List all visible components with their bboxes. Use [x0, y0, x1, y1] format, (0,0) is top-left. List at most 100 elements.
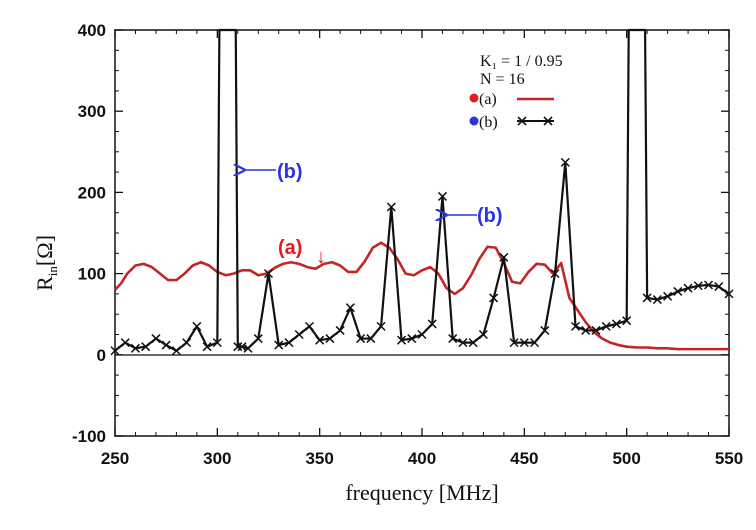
- series-b-point: [417, 329, 427, 340]
- series-b-point: [171, 346, 181, 356]
- series-b-point: [478, 329, 488, 340]
- series-b-point: [161, 340, 171, 350]
- series-b-line: [114, 28, 730, 352]
- series-b-point: [192, 321, 202, 331]
- annotation-b1-label: (b): [277, 161, 303, 183]
- x-tick-label: 300: [203, 449, 231, 468]
- series-b-point: [407, 334, 417, 344]
- series-b-point: [591, 325, 601, 335]
- series-b-point: [356, 334, 366, 344]
- series-b-point: [683, 283, 693, 293]
- x-tick-labels: 250 300 350 400 450 500 550: [101, 449, 743, 468]
- series-b-point: [540, 325, 550, 335]
- y-tick-label: 100: [78, 265, 106, 284]
- series-b-point: [570, 321, 581, 331]
- series-b-point: [489, 293, 499, 303]
- series-b-point: [397, 335, 407, 345]
- series-b-point: [212, 338, 222, 348]
- series-a-line: [114, 241, 729, 351]
- series-b-point: [366, 334, 376, 344]
- series-b-point: [151, 334, 161, 344]
- annotation-b1: (b): [244, 161, 303, 183]
- y-tick-labels: -100 0 100 200 300 400: [72, 21, 106, 446]
- annotation-a: (a) ↓: [278, 237, 326, 268]
- x-tick-label: 350: [305, 449, 333, 468]
- series-b-point: [437, 191, 447, 201]
- series-b-point: [530, 338, 540, 348]
- series-b-point: [663, 291, 673, 301]
- legend-label-b: (b): [479, 114, 498, 131]
- series-b-point: [642, 293, 652, 303]
- series-b-point: [233, 342, 243, 352]
- legend: K₁ = 1 / 0.95 N = 16 (a) (b): [469, 53, 563, 131]
- legend-label-a: (a): [479, 91, 497, 108]
- series-b-point: [724, 289, 734, 299]
- series-b: [110, 28, 734, 356]
- param-n: N = 16: [480, 71, 525, 88]
- x-tick-label: 500: [612, 449, 640, 468]
- annotation-a-arrow: ↓: [316, 246, 326, 268]
- series-b-point: [284, 338, 294, 348]
- legend-marker-b2: [543, 116, 553, 126]
- series-b-point: [652, 295, 662, 305]
- y-tick-label: 400: [78, 21, 106, 40]
- series-b-point: [253, 334, 263, 344]
- series-b-point: [120, 338, 130, 348]
- series-b-point: [315, 335, 325, 345]
- x-tick-label: 550: [715, 449, 743, 468]
- series-b-point: [141, 342, 151, 352]
- annotation-b2: (b): [446, 205, 503, 227]
- series-b-point: [182, 338, 192, 348]
- series-b-point: [693, 281, 703, 291]
- series-b-point: [304, 321, 314, 331]
- y-tick-label: 200: [78, 183, 106, 202]
- series-b-point: [601, 321, 611, 331]
- series-b-point: [386, 202, 396, 212]
- series-b-point: [458, 338, 468, 348]
- series-b-point: [110, 346, 120, 356]
- series-b-point: [294, 329, 304, 340]
- series-b-point: [130, 343, 140, 353]
- svg-text:Rin[Ω]: Rin[Ω]: [32, 235, 60, 291]
- x-tick-label: 450: [510, 449, 538, 468]
- x-tick-label: 400: [408, 449, 436, 468]
- series-b-point: [560, 157, 570, 167]
- series-b-point: [704, 280, 714, 290]
- y-axis-title-main: R: [32, 276, 57, 291]
- x-axis-title: frequency [MHz]: [345, 480, 498, 505]
- y-tick-label: 300: [78, 102, 106, 121]
- series-b-point: [581, 325, 591, 335]
- ticks: [114, 29, 730, 437]
- x-tick-label: 250: [101, 449, 129, 468]
- series-b-point: [714, 282, 724, 292]
- series-b-point: [325, 334, 335, 344]
- series-b-point: [202, 342, 212, 352]
- series-b-point: [509, 338, 519, 348]
- series-a: [114, 241, 729, 351]
- series-b-point: [274, 340, 284, 350]
- annotation-b2-label: (b): [477, 205, 503, 227]
- series-b-point: [376, 321, 386, 331]
- series-b-point: [335, 325, 345, 335]
- series-b-point: [499, 252, 509, 262]
- legend-dot-a: [469, 93, 479, 103]
- series-b-point: [550, 269, 560, 279]
- series-b-point: [448, 334, 458, 344]
- series-b-point: [519, 338, 529, 348]
- series-b-point: [673, 286, 683, 296]
- series-b-point: [468, 338, 478, 348]
- param-k: K₁ = 1 / 0.95: [480, 53, 563, 70]
- series-b-point: [427, 319, 437, 329]
- series-b-point: [345, 303, 355, 313]
- legend-dot-b: [469, 116, 479, 126]
- series-b-point: [263, 269, 274, 279]
- annotation-a-label: (a): [278, 237, 302, 259]
- series-b-point: [243, 343, 253, 353]
- plot-frame: [114, 29, 730, 437]
- legend-marker-b1: [517, 116, 527, 126]
- y-axis-title: Rin[Ω]: [32, 235, 60, 291]
- y-tick-label: 0: [97, 346, 106, 365]
- y-axis-title-sub: in: [45, 266, 60, 277]
- y-axis-title-unit: [Ω]: [32, 235, 57, 266]
- y-tick-label: -100: [72, 427, 106, 446]
